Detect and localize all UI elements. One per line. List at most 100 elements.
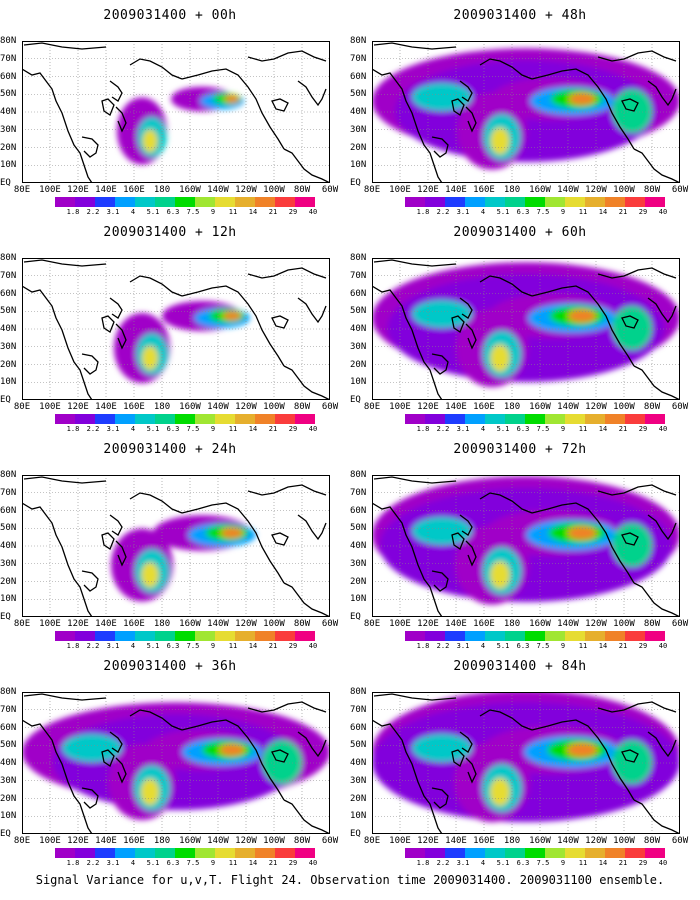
colorbar-swatch	[115, 197, 135, 207]
map-panel: 2009031400 + 48h 80N 70N 60N 50N 40N 30N 20N 10N…	[350, 0, 690, 216]
colorbar-label: 11	[228, 425, 238, 433]
lat-lon-grid	[22, 41, 330, 183]
colorbar-label: 9	[560, 208, 566, 216]
colorbar-label: 9	[560, 859, 566, 867]
colorbar-label: 6.3	[516, 208, 530, 216]
lat-tick-label: 60N	[350, 288, 367, 299]
colorbar-label: 29	[638, 425, 648, 433]
lat-tick-label: 30N	[350, 341, 367, 352]
colorbar-swatch	[565, 631, 585, 641]
coastlines	[22, 693, 330, 834]
variance-contour-blob	[412, 734, 472, 762]
colorbar-label: 3.1	[106, 859, 120, 867]
colorbar-swatch	[425, 414, 445, 424]
colorbar-label: 9	[560, 642, 566, 650]
colorbar-label: 7.5	[536, 425, 550, 433]
lat-tick-label: 40N	[0, 324, 17, 334]
variance-map	[372, 475, 680, 617]
map-panel: 2009031400 + 72h 80N 70N 60N 50N 40N 30N 20N 10N…	[350, 434, 690, 650]
colorbar-label: 9	[210, 208, 216, 216]
variance-contour-blob	[62, 734, 122, 762]
colorbar-swatch	[295, 631, 315, 641]
colorbar-swatch	[135, 848, 155, 858]
lat-lon-grid	[22, 258, 330, 400]
colorbar-swatch	[425, 197, 445, 207]
colorbar-label: 14	[248, 642, 258, 650]
colorbar-swatch	[625, 197, 645, 207]
lon-tick-label: 160E	[473, 185, 495, 195]
lon-tick-label: 160E	[123, 619, 145, 629]
lat-lon-grid	[372, 475, 680, 617]
colorbar-label: 14	[248, 425, 258, 433]
lat-tick-label: EQ	[0, 178, 11, 188]
colorbar-label: 3.1	[106, 425, 120, 433]
lon-tick-label: 80E	[363, 402, 381, 412]
colorbar-label: 5.1	[146, 859, 160, 867]
colorbar-swatch	[255, 414, 275, 424]
colorbar-label: 21	[268, 859, 278, 867]
colorbar-swatch	[295, 197, 315, 207]
colorbar-swatch	[235, 631, 255, 641]
lat-tick-label: 30N	[350, 124, 367, 135]
colorbar-swatch	[625, 631, 645, 641]
lon-tick-label: 120E	[67, 185, 89, 195]
lon-tick-label: 100W	[263, 836, 285, 846]
lat-tick-label: EQ	[0, 612, 11, 622]
lat-tick-label: 50N	[0, 89, 17, 100]
colorbar-label: 3.1	[456, 859, 470, 867]
lon-tick-label: 80W	[643, 402, 661, 412]
lat-tick-label: 50N	[0, 306, 17, 317]
colorbar-swatch	[525, 631, 545, 641]
colorbar-label: 3.1	[106, 642, 120, 650]
colorbar-label: 2.2	[436, 859, 450, 867]
map-panel: 2009031400 + 84h 80N 70N 60N 50N 40N 30N 20N 10N…	[350, 651, 690, 867]
colorbar	[55, 848, 315, 858]
panel-title: 2009031400 + 12h	[103, 225, 237, 240]
colorbar-swatch	[565, 197, 585, 207]
variance-map	[22, 41, 330, 183]
colorbar-label: 6.3	[516, 859, 530, 867]
lon-tick-label: 140E	[445, 619, 467, 629]
colorbar-label: 7.5	[536, 642, 550, 650]
lat-tick-label: 80N	[0, 687, 17, 697]
lon-tick-label: 80W	[643, 619, 661, 629]
colorbar-swatch	[445, 631, 465, 641]
colorbar-label: 5.1	[146, 425, 160, 433]
lon-tick-label: 140W	[207, 619, 229, 629]
lat-tick-label: 70N	[350, 270, 367, 281]
colorbar-label: 14	[598, 859, 608, 867]
panel-title: 2009031400 + 72h	[453, 442, 587, 457]
colorbar-swatch	[485, 197, 505, 207]
map-frame	[22, 692, 330, 834]
colorbar-swatch	[625, 848, 645, 858]
colorbar-label: 5.1	[496, 425, 510, 433]
colorbar-swatch	[465, 197, 485, 207]
colorbar-label: 3.1	[456, 425, 470, 433]
panel-title: 2009031400 + 84h	[453, 659, 587, 674]
colorbar-swatch	[255, 197, 275, 207]
lon-tick-label: 180	[503, 402, 521, 412]
lat-tick-label: 60N	[0, 505, 17, 516]
colorbar-label: 6.3	[516, 425, 530, 433]
lon-tick-label: 60W	[671, 185, 689, 195]
lon-tick-label: 60W	[671, 836, 689, 846]
colorbar-label: 29	[638, 208, 648, 216]
colorbar-swatch	[405, 848, 425, 858]
colorbar-swatch	[95, 414, 115, 424]
colorbar-swatch	[155, 197, 175, 207]
colorbar-label: 4	[130, 859, 136, 867]
lon-tick-label: 60W	[671, 619, 689, 629]
colorbar-swatch	[135, 197, 155, 207]
lat-tick-label: 70N	[0, 704, 17, 715]
lat-tick-label: 20N	[0, 359, 17, 370]
colorbar-label: 4	[480, 859, 486, 867]
lat-tick-label: 40N	[0, 541, 17, 551]
lat-tick-label: 50N	[350, 523, 367, 534]
lat-tick-label: 80N	[350, 470, 367, 480]
colorbar-swatch	[545, 631, 565, 641]
lon-tick-label: 120E	[417, 402, 439, 412]
colorbar-label: 2.2	[86, 425, 100, 433]
colorbar-label: 29	[288, 642, 298, 650]
colorbar-swatch	[585, 414, 605, 424]
coastlines	[372, 476, 680, 617]
